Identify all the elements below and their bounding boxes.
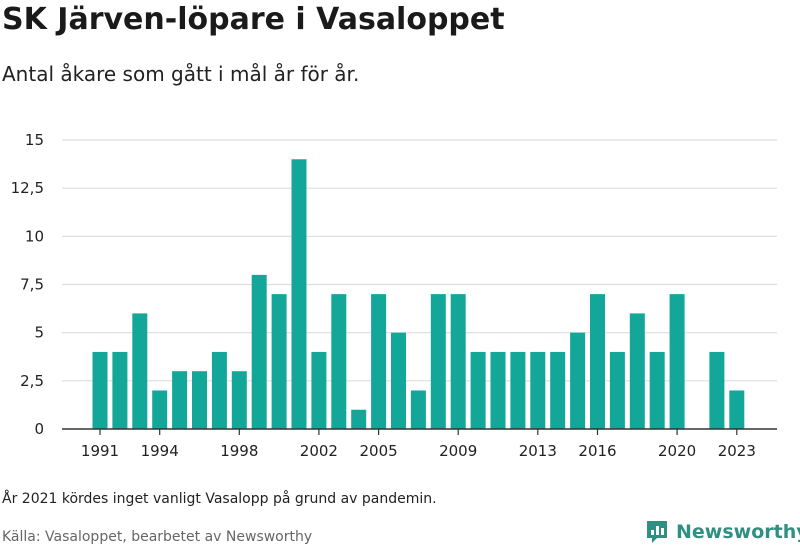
bar-1991 [92,351,108,429]
source-note: Källa: Vasaloppet, bearbetet av Newswort… [2,529,313,545]
bar-2009 [450,294,466,429]
bar-2015 [570,332,586,429]
bar-2006 [391,332,406,429]
bar-1999 [251,274,267,429]
bar-1995 [172,371,188,429]
bar-1992 [112,351,128,429]
bar-2004 [351,409,367,429]
x-tick-label: 2016 [578,442,616,460]
y-tick-label: 12,5 [11,179,44,197]
bar-2007 [410,390,426,429]
bar-1996 [192,371,207,429]
bar-2003 [331,294,347,429]
bar-2002 [311,351,327,429]
y-tick-label: 10 [25,227,44,245]
chart-title: SK Järven-löpare i Vasaloppet [2,2,505,37]
bar-2008 [430,294,446,429]
y-tick-label: 2,5 [20,372,44,390]
y-tick-label: 7,5 [20,276,44,294]
bar-1994 [152,390,168,429]
bar-2016 [590,294,605,429]
bar-2000 [271,294,287,429]
x-tick-label: 2009 [439,442,477,460]
y-tick-label: 15 [25,131,44,149]
y-tick-label: 5 [34,324,44,342]
newsworthy-logo-icon [647,521,667,543]
x-tick-label: 2023 [718,442,756,460]
chart-footnote: År 2021 kördes inget vanligt Vasalopp på… [2,491,437,507]
newsworthy-brand: Newsworthy [645,519,800,545]
x-tick-label: 2005 [360,442,398,460]
bar-1993 [132,313,148,429]
chart-subtitle: Antal åkare som gått i mål år för år. [2,62,360,86]
bar-2023 [729,390,745,429]
bar-2022 [709,351,725,429]
bar-2011 [490,351,506,429]
bar-1998 [231,371,247,429]
bar-2017 [609,351,625,429]
bar-2019 [649,351,665,429]
x-tick-label: 2020 [658,442,696,460]
bar-2012 [510,351,526,429]
x-tick-label: 2002 [300,442,338,460]
x-tick-label: 2013 [519,442,557,460]
bar-2005 [371,294,387,429]
y-tick-label: 0 [34,420,44,438]
bar-2018 [629,313,645,429]
brand-name: Newsworthy [676,521,800,543]
bar-2001 [291,159,307,429]
bar-2020 [669,294,685,429]
x-tick-label: 1994 [141,442,179,460]
x-tick-label: 1991 [81,442,119,460]
bar-2013 [530,351,546,429]
bar-chart: 0 2,5 5 7,5 10 12,5 15 1991 1994 1998 2002 2005 2009… [11,131,777,460]
bar-2014 [550,351,566,429]
bar-2010 [470,351,486,429]
x-tick-label: 1998 [220,442,258,460]
bar-1997 [211,351,227,429]
